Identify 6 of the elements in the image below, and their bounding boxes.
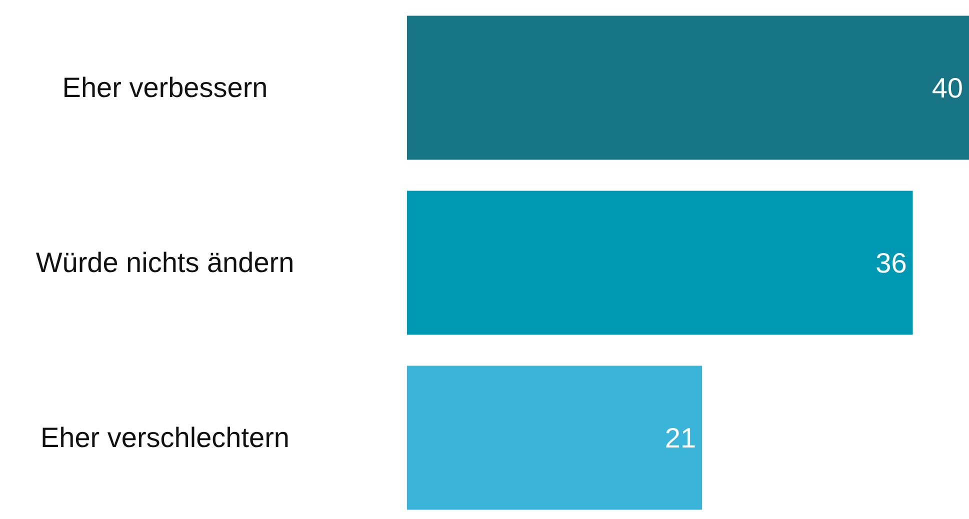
y-tick-label: Eher verschlechtern xyxy=(40,422,290,453)
y-tick-label: Würde nichts ändern xyxy=(36,247,294,278)
data-label: 40 xyxy=(932,72,963,104)
y-tick-label: Eher verbessern xyxy=(62,72,268,103)
data-label: 21 xyxy=(664,422,696,454)
data-label: 36 xyxy=(876,248,907,279)
